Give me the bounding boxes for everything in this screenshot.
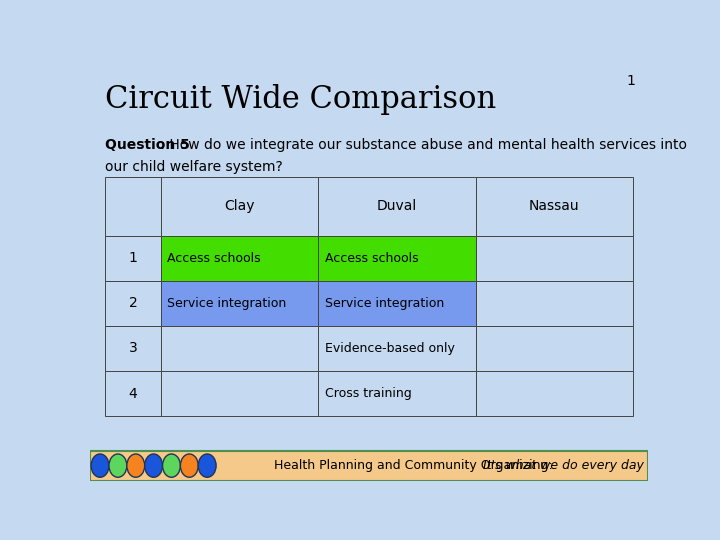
Text: Nassau: Nassau: [529, 199, 580, 213]
Text: Service integration: Service integration: [168, 297, 287, 310]
Text: Question 5: Question 5: [105, 138, 190, 152]
Text: Duval: Duval: [377, 199, 417, 213]
FancyBboxPatch shape: [90, 451, 648, 481]
Text: Access schools: Access schools: [168, 252, 261, 265]
FancyBboxPatch shape: [475, 371, 633, 416]
Ellipse shape: [145, 454, 163, 477]
Text: Health Planning and Community Organizing:: Health Planning and Community Organizing…: [274, 459, 561, 472]
FancyBboxPatch shape: [318, 371, 475, 416]
Text: 2: 2: [128, 296, 138, 310]
Text: : How do we integrate our substance abuse and mental health services into: : How do we integrate our substance abus…: [156, 138, 688, 152]
Ellipse shape: [198, 454, 216, 477]
FancyBboxPatch shape: [161, 281, 318, 326]
FancyBboxPatch shape: [105, 281, 161, 326]
FancyBboxPatch shape: [105, 326, 161, 371]
Text: 4: 4: [128, 387, 138, 401]
Ellipse shape: [163, 454, 181, 477]
FancyBboxPatch shape: [105, 371, 161, 416]
FancyBboxPatch shape: [318, 281, 475, 326]
Ellipse shape: [127, 454, 145, 477]
Text: Clay: Clay: [224, 199, 255, 213]
Ellipse shape: [109, 454, 127, 477]
FancyBboxPatch shape: [161, 235, 318, 281]
FancyBboxPatch shape: [475, 281, 633, 326]
FancyBboxPatch shape: [318, 235, 475, 281]
FancyBboxPatch shape: [475, 326, 633, 371]
Text: 1: 1: [627, 74, 636, 88]
Text: Evidence-based only: Evidence-based only: [325, 342, 455, 355]
Text: our child welfare system?: our child welfare system?: [105, 160, 283, 174]
Text: 1: 1: [128, 251, 138, 265]
FancyBboxPatch shape: [318, 177, 475, 235]
FancyBboxPatch shape: [161, 177, 318, 235]
FancyBboxPatch shape: [161, 326, 318, 371]
FancyBboxPatch shape: [105, 235, 161, 281]
Text: Access schools: Access schools: [325, 252, 418, 265]
FancyBboxPatch shape: [475, 235, 633, 281]
Text: Service integration: Service integration: [325, 297, 444, 310]
Text: 3: 3: [128, 341, 138, 355]
Text: Circuit Wide Comparison: Circuit Wide Comparison: [105, 84, 496, 114]
Text: It's what we do every day: It's what we do every day: [483, 459, 644, 472]
FancyBboxPatch shape: [161, 371, 318, 416]
FancyBboxPatch shape: [318, 326, 475, 371]
FancyBboxPatch shape: [105, 177, 161, 235]
Ellipse shape: [181, 454, 198, 477]
Ellipse shape: [91, 454, 109, 477]
Text: Cross training: Cross training: [325, 387, 412, 400]
FancyBboxPatch shape: [475, 177, 633, 235]
